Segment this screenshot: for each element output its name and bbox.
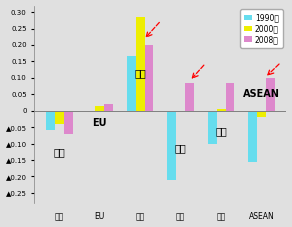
Bar: [257, 111, 266, 117]
Bar: [185, 83, 194, 111]
Text: 日本: 日本: [134, 68, 146, 78]
Bar: [217, 109, 226, 111]
Text: ASEAN: ASEAN: [243, 89, 280, 99]
Bar: [266, 78, 275, 111]
Bar: [55, 111, 64, 124]
Bar: [64, 111, 72, 134]
Bar: [95, 106, 104, 111]
Legend: 1990年, 2000年, 2008年: 1990年, 2000年, 2008年: [240, 9, 283, 48]
Bar: [104, 104, 113, 111]
Bar: [127, 57, 136, 111]
Bar: [248, 111, 257, 162]
Bar: [46, 111, 55, 131]
Text: 韓国: 韓国: [175, 143, 187, 153]
Text: EU: EU: [92, 118, 107, 128]
Text: 米国: 米国: [53, 147, 65, 157]
Bar: [226, 83, 234, 111]
Bar: [208, 111, 217, 143]
Bar: [136, 17, 145, 111]
Bar: [167, 111, 176, 180]
Bar: [145, 45, 154, 111]
Text: 中国: 中国: [215, 126, 227, 136]
